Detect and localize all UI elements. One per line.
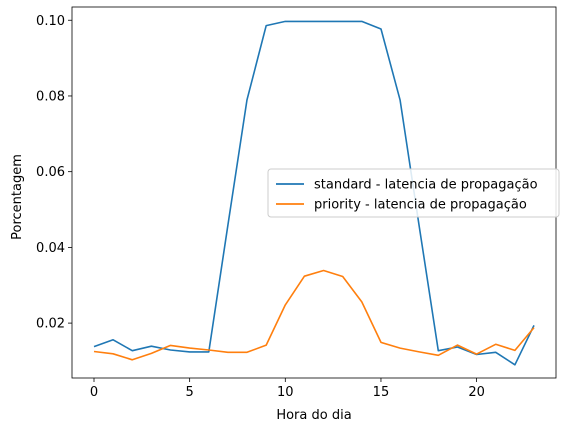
legend-box [267,168,560,218]
legend: standard - latencia de propagação priori… [267,168,560,218]
series-line-0 [93,20,535,366]
x-axis: 0 5 10 15 20 [90,378,485,400]
series-line-1 [93,269,535,361]
y-tick-label: 0.06 [36,165,65,180]
y-axis: 0.02 0.04 0.06 0.08 0.10 [36,14,72,332]
y-tick-label: 0.02 [36,317,65,332]
y-tick-label: 0.10 [36,14,65,29]
y-axis-label: Porcentagem [10,154,25,240]
series-layer [93,20,535,366]
x-tick-label: 0 [90,385,98,400]
x-tick-label: 20 [468,385,485,400]
x-axis-label: Hora do dia [276,408,351,423]
y-tick-label: 0.04 [36,241,65,256]
y-tick-label: 0.08 [36,89,65,104]
x-tick-label: 15 [373,385,390,400]
legend-label-priority: priority - latencia de propagação [314,198,527,213]
legend-label-standard: standard - latencia de propagação [314,178,538,193]
x-tick-label: 10 [277,385,294,400]
x-tick-label: 5 [186,385,194,400]
